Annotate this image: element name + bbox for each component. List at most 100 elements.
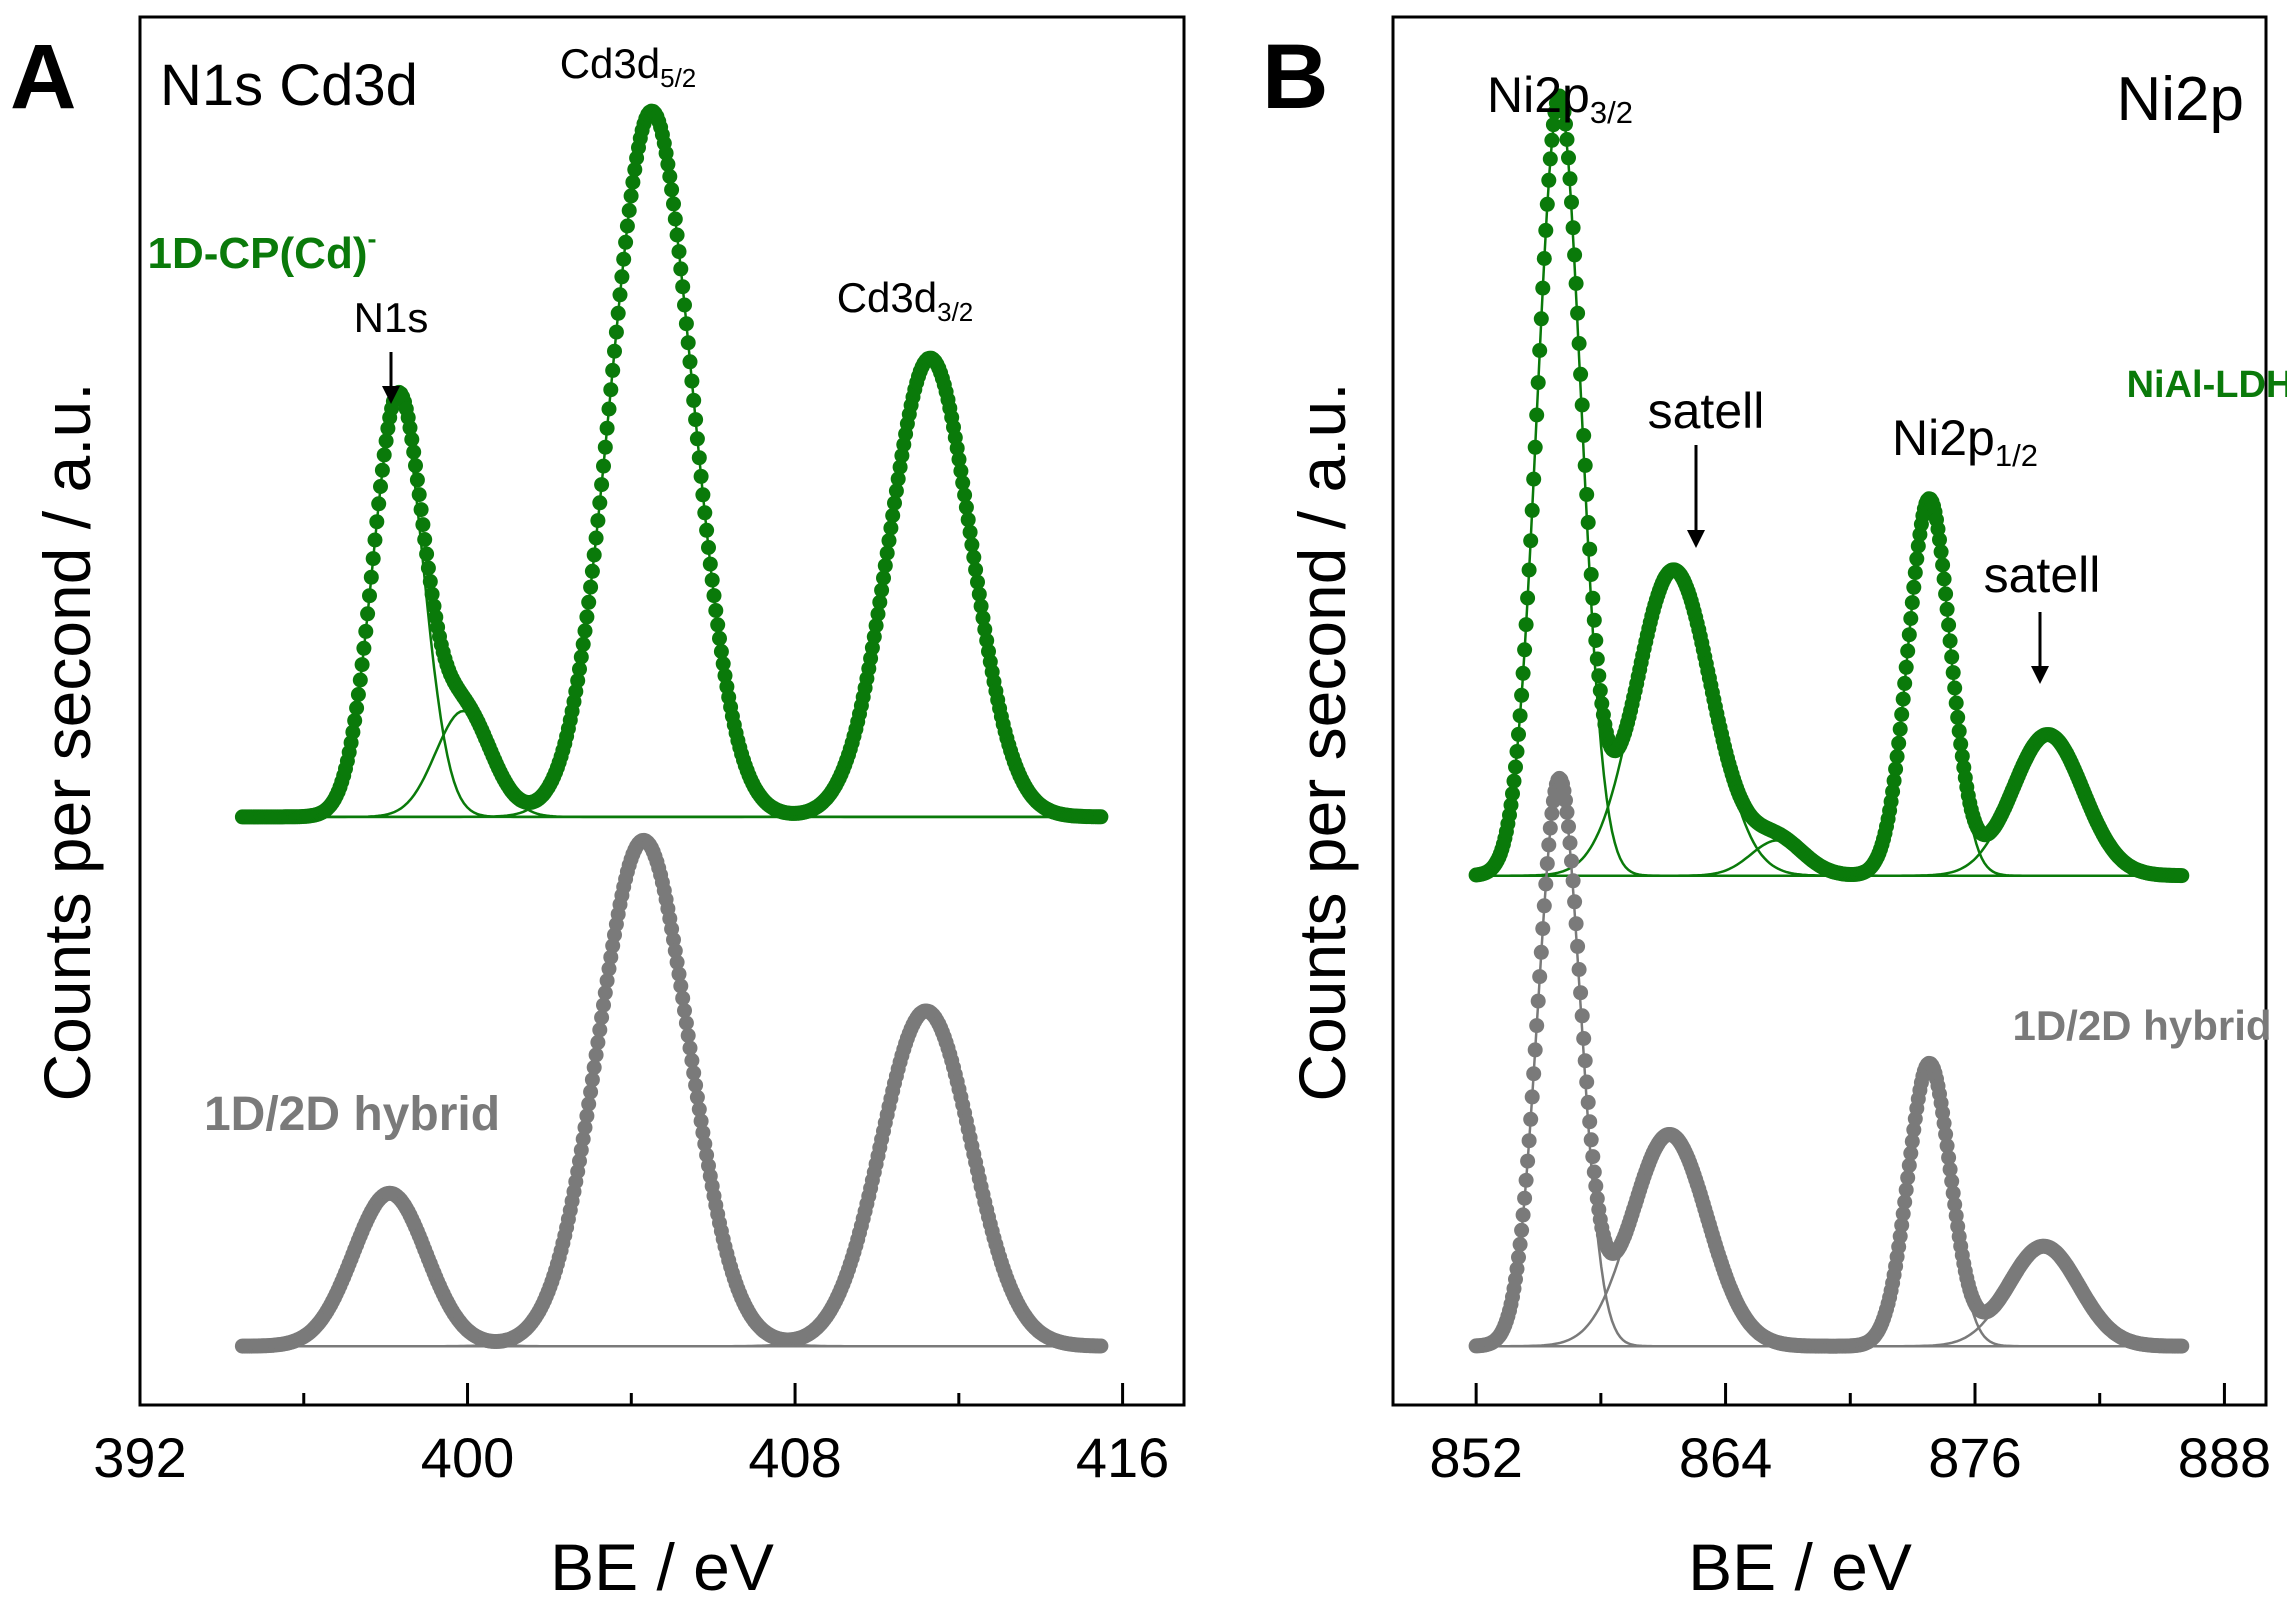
series-bottom xyxy=(1468,770,2190,1354)
arrow-head xyxy=(1687,530,1705,548)
data-point xyxy=(881,533,897,549)
data-point xyxy=(682,354,698,370)
data-point xyxy=(1582,541,1598,557)
data-point xyxy=(1524,1089,1540,1105)
data-point xyxy=(1511,726,1526,742)
data-point xyxy=(1941,617,1957,633)
data-point xyxy=(660,156,676,172)
data-point xyxy=(1577,1053,1593,1069)
data-point xyxy=(1906,579,1922,595)
data-point xyxy=(584,1072,600,1088)
data-point xyxy=(1545,117,1561,133)
data-point xyxy=(1583,567,1599,582)
data-point xyxy=(966,549,982,565)
data-point xyxy=(1571,336,1587,351)
data-point xyxy=(868,618,884,634)
data-point xyxy=(949,440,965,456)
data-point xyxy=(1886,773,1902,789)
series-top xyxy=(234,103,1109,825)
data-point xyxy=(1514,687,1530,703)
data-point xyxy=(885,508,901,523)
data-point xyxy=(1512,1236,1528,1252)
annotation-main: Cd3d xyxy=(837,274,937,321)
data-point xyxy=(1527,439,1543,455)
data-point xyxy=(1906,1122,1922,1138)
data-point xyxy=(1904,595,1920,611)
series-bottom xyxy=(234,832,1109,1354)
data-point xyxy=(1942,633,1958,649)
data-point xyxy=(1574,397,1590,413)
fit-component xyxy=(1476,1133,2183,1348)
data-point xyxy=(1894,706,1910,722)
data-point xyxy=(369,514,385,530)
data-point xyxy=(1582,1114,1598,1130)
data-point xyxy=(1533,944,1549,960)
data-point xyxy=(586,1059,602,1075)
data-point xyxy=(1583,1132,1599,1148)
data-point xyxy=(658,145,674,161)
data-point xyxy=(1892,1228,1908,1244)
arrow-head xyxy=(2031,666,2049,684)
fit-component xyxy=(242,709,1103,819)
y-axis-label: Counts per second / a.u. xyxy=(30,382,104,1101)
data-point xyxy=(671,244,687,260)
data-point xyxy=(625,174,641,190)
data-point xyxy=(1586,1164,1602,1180)
data-point xyxy=(349,700,365,716)
data-point xyxy=(358,623,374,639)
data-point xyxy=(960,512,976,528)
data-point xyxy=(1535,921,1551,937)
data-point xyxy=(1897,675,1913,691)
annotation-main: satell xyxy=(1648,383,1765,439)
data-point xyxy=(1947,680,1963,696)
data-point xyxy=(420,560,436,576)
data-point xyxy=(623,188,639,204)
data-point xyxy=(347,713,363,729)
data-point xyxy=(1898,1182,1914,1198)
data-point xyxy=(710,617,726,633)
data-point xyxy=(874,582,890,598)
x-axis-label: BE / eV xyxy=(550,1530,774,1604)
data-point xyxy=(2174,868,2190,884)
data-point xyxy=(1514,1222,1530,1238)
data-point xyxy=(603,949,619,965)
data-point xyxy=(678,1015,694,1031)
data-point xyxy=(1523,533,1539,549)
data-point xyxy=(583,1084,599,1100)
annotation-main: NiAl-LDH xyxy=(2127,364,2287,406)
data-point xyxy=(1945,1185,1961,1201)
data-point xyxy=(712,630,727,646)
x-tick-label: 416 xyxy=(1076,1426,1169,1489)
panel-title: N1s Cd3d xyxy=(160,53,418,118)
data-point xyxy=(1907,565,1923,581)
data-point xyxy=(1564,853,1579,869)
data-point xyxy=(1945,665,1961,681)
data-point xyxy=(717,668,733,684)
data-point xyxy=(1892,721,1908,737)
x-tick-label: 876 xyxy=(1928,1426,2021,1489)
data-point xyxy=(581,594,597,610)
data-point xyxy=(360,606,376,622)
data-markers xyxy=(234,832,1109,1354)
data-point xyxy=(1573,985,1589,1001)
data-point xyxy=(1904,1133,1920,1149)
data-point xyxy=(1518,1172,1534,1188)
data-point xyxy=(1579,1074,1595,1090)
data-point xyxy=(666,196,681,212)
data-point xyxy=(684,373,700,389)
data-point xyxy=(1933,544,1949,560)
data-point xyxy=(627,162,643,178)
y-axis-label: Counts per second / a.u. xyxy=(1285,382,1359,1101)
data-point xyxy=(570,673,586,689)
data-point xyxy=(1589,1191,1605,1206)
data-point xyxy=(1588,633,1604,648)
data-point xyxy=(1950,709,1966,725)
data-point xyxy=(1935,557,1951,573)
data-point xyxy=(1517,642,1533,658)
data-point xyxy=(689,1089,705,1105)
data-point xyxy=(678,316,694,332)
data-point xyxy=(669,227,685,243)
x-tick-label: 400 xyxy=(421,1426,514,1489)
data-point xyxy=(599,973,615,989)
